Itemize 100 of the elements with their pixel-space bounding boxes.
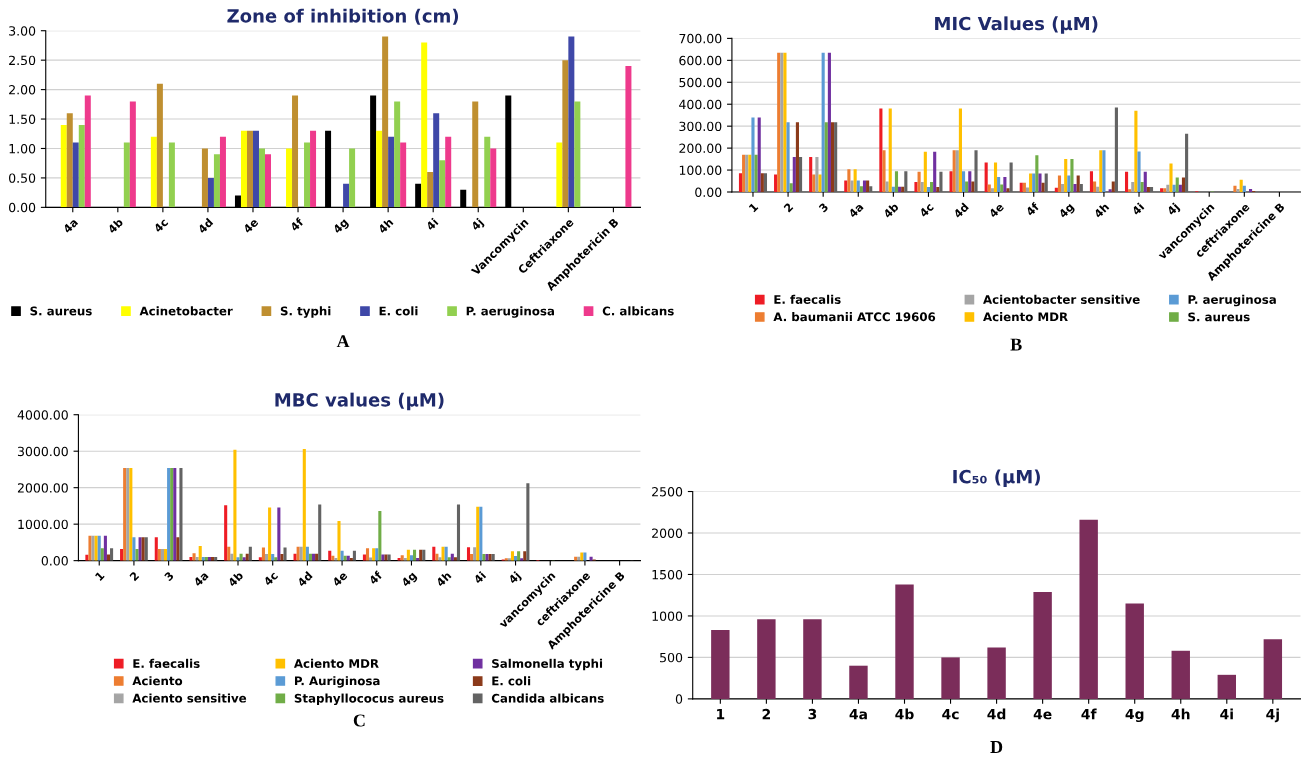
bar: [277, 507, 281, 561]
bar: [1033, 591, 1052, 699]
y-tick-label: 0.00: [695, 187, 722, 197]
bar: [445, 136, 452, 208]
bar: [803, 619, 822, 699]
bar: [1079, 519, 1098, 699]
y-tick-label: 700.00: [679, 33, 722, 44]
bar: [751, 117, 755, 192]
bar: [472, 101, 479, 208]
y-tick-label: 200.00: [679, 143, 722, 154]
legend-label: P. aeruginosa: [466, 306, 554, 318]
y-tick-label: 300.00: [679, 121, 722, 132]
bar: [179, 467, 183, 561]
x-tick-label: 4g: [1125, 708, 1144, 723]
bar: [1239, 179, 1243, 192]
bar: [72, 142, 79, 208]
bar: [1172, 184, 1176, 192]
x-tick-label: 4a: [193, 571, 209, 587]
x-tick-label: 2: [129, 571, 140, 582]
bar: [378, 511, 382, 561]
bar: [129, 101, 136, 208]
bar: [280, 554, 284, 561]
y-tick-label: 1.50: [9, 114, 36, 124]
bar: [869, 186, 873, 192]
bar: [1067, 175, 1071, 192]
legend-label: Acinetobacter: [139, 306, 233, 316]
bar: [388, 136, 395, 208]
bar: [974, 150, 978, 192]
legend-label: A. baumanii ATCC 19606: [773, 312, 936, 322]
bar: [930, 181, 934, 192]
bar: [120, 548, 124, 561]
bar: [150, 136, 157, 208]
bar: [484, 136, 491, 208]
x-tick-label: 4d: [296, 571, 313, 588]
y-tick-label: 500.00: [679, 77, 722, 88]
bar: [421, 42, 428, 208]
x-tick-label: 4f: [289, 217, 305, 232]
y-tick-label: 600.00: [679, 55, 722, 66]
x-tick-label: 4f: [368, 570, 383, 585]
bar: [318, 504, 322, 561]
bar: [258, 557, 262, 561]
x-tick-label: 4f: [1081, 708, 1097, 720]
y-tick-label: 0.00: [41, 556, 68, 566]
bar: [264, 554, 269, 561]
bar: [738, 173, 743, 192]
y-tick-label: 0.50: [9, 173, 36, 183]
chart-title: Zone of inhibition (cm): [227, 8, 459, 25]
y-tick-label: 2.00: [9, 85, 36, 95]
text: C: [353, 714, 365, 727]
x-tick-label: 4i: [1220, 708, 1233, 720]
y-tick-label: 100.00: [679, 165, 722, 175]
x-tick-label: 4h: [1093, 202, 1110, 219]
x-tick-label: 4b: [882, 202, 900, 219]
bar: [798, 157, 803, 192]
bar: [1263, 639, 1283, 699]
bar: [904, 171, 908, 192]
bar: [936, 186, 940, 192]
x-tick-label: 4h: [377, 217, 394, 234]
bar: [812, 174, 816, 192]
bar: [1175, 177, 1179, 192]
bar: [556, 142, 563, 208]
bar: [1000, 184, 1004, 192]
bar: [246, 130, 253, 208]
bar: [1006, 188, 1010, 192]
bar: [106, 554, 111, 561]
bar: [888, 108, 892, 192]
bar: [84, 95, 91, 208]
bar: [830, 122, 835, 192]
x-tick-label: 4c: [918, 202, 935, 218]
bar: [268, 507, 272, 561]
bar: [156, 83, 163, 208]
bar: [882, 150, 886, 192]
bar: [123, 142, 130, 208]
bar: [1038, 173, 1042, 192]
bar: [939, 171, 943, 192]
bar: [1041, 182, 1045, 192]
x-tick-label: 4e: [988, 202, 1005, 219]
legend-label: E. coli: [379, 306, 418, 316]
bar: [562, 60, 569, 208]
bar: [789, 183, 793, 192]
bar: [261, 547, 265, 561]
x-tick-label: 4d: [197, 217, 214, 234]
bar: [456, 504, 461, 561]
bar: [1089, 171, 1094, 192]
x-tick-label: 4g: [1058, 202, 1076, 221]
bar: [473, 547, 477, 561]
x-tick-label: 4d: [987, 708, 1006, 720]
bar: [879, 108, 883, 192]
bar: [965, 181, 969, 192]
legend-label: Acientobacter sensitive: [983, 294, 1140, 304]
bar: [66, 113, 73, 208]
bar: [213, 154, 220, 208]
bar: [438, 557, 442, 561]
bar: [265, 154, 271, 208]
bar: [1149, 186, 1154, 192]
bar: [382, 36, 389, 208]
bar: [227, 546, 231, 561]
y-tick-label: 0: [675, 694, 683, 704]
bar: [1242, 185, 1246, 192]
bar: [891, 186, 895, 192]
